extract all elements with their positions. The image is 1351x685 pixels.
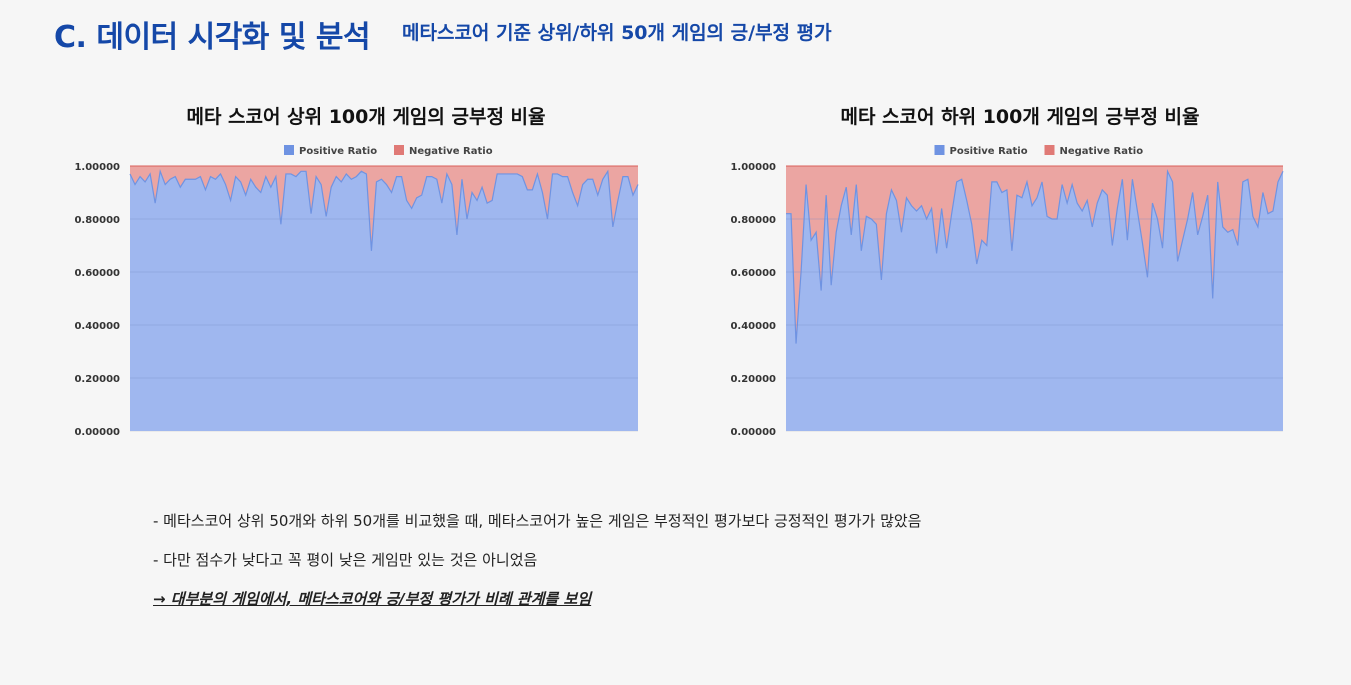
y-tick-label: 0.80000 [730, 215, 776, 226]
y-tick-label: 0.00000 [74, 427, 120, 438]
finding-item: - 메타스코어 상위 50개와 하위 50개를 비교했을 때, 메타스코어가 높… [153, 512, 922, 530]
positive-ratio-area [130, 171, 638, 432]
y-tick-label: 0.60000 [74, 268, 120, 279]
findings-list: - 메타스코어 상위 50개와 하위 50개를 비교했을 때, 메타스코어가 높… [153, 510, 921, 627]
legend-negative-swatch [1044, 145, 1055, 155]
y-tick-label: 0.80000 [74, 215, 120, 226]
legend-positive-swatch [934, 145, 945, 155]
y-tick-label: 0.00000 [730, 427, 776, 438]
y-tick-label: 0.20000 [74, 374, 120, 385]
positive-ratio-line [129, 168, 639, 251]
conclusion-text: → 대부분의 게임에서, 메타스코어와 긍/부정 평가가 비례 관계를 보임 [153, 590, 592, 608]
y-tick-label: 0.40000 [730, 321, 776, 332]
chart-title: 메타 스코어 하위 100개 게임의 긍부정 비율 [840, 106, 1200, 128]
legend-positive-swatch [284, 145, 294, 155]
legend-negative-swatch [394, 145, 404, 155]
chart-title: 메타 스코어 상위 100개 게임의 긍부정 비율 [186, 106, 546, 128]
y-tick-label: 0.40000 [74, 321, 120, 332]
chart-top-games: 메타 스코어 상위 100개 게임의 긍부정 비율 1.00000 0.80000… [66, 96, 666, 456]
negative-ratio-area [786, 166, 1283, 344]
legend-negative-label: Negative Ratio [409, 146, 493, 157]
positive-ratio-line [786, 168, 1284, 344]
legend-positive-label: Positive Ratio [950, 146, 1028, 157]
finding-item: - 다만 점수가 낮다고 꼭 평이 낮은 게임만 있는 것은 아니었음 [153, 551, 538, 569]
y-tick-label: 1.00000 [74, 162, 120, 173]
chart-svg: 1.00000 0.80000 0.60000 0.40000 0.20000 0.000… [74, 145, 639, 438]
y-tick-label: 1.00000 [730, 162, 776, 173]
legend-positive-label: Positive Ratio [299, 146, 377, 157]
y-tick-label: 0.60000 [730, 268, 776, 279]
chart-bottom-games: 메타 스코어 하위 100개 게임의 긍부정 비율 1.00000 0.80000… [720, 96, 1320, 456]
negative-ratio-area [130, 166, 638, 251]
legend-negative-label: Negative Ratio [1060, 146, 1144, 157]
positive-ratio-area [786, 171, 1283, 432]
page-subtitle: 메타스코어 기준 상위/하위 50개 게임의 긍/부정 평가 [402, 22, 832, 44]
page-title: C. 데이터 시각화 및 분석 [54, 20, 371, 55]
chart-svg: 1.00000 0.80000 0.60000 0.40000 0.20000 0.000… [730, 145, 1284, 438]
y-tick-label: 0.20000 [730, 374, 776, 385]
